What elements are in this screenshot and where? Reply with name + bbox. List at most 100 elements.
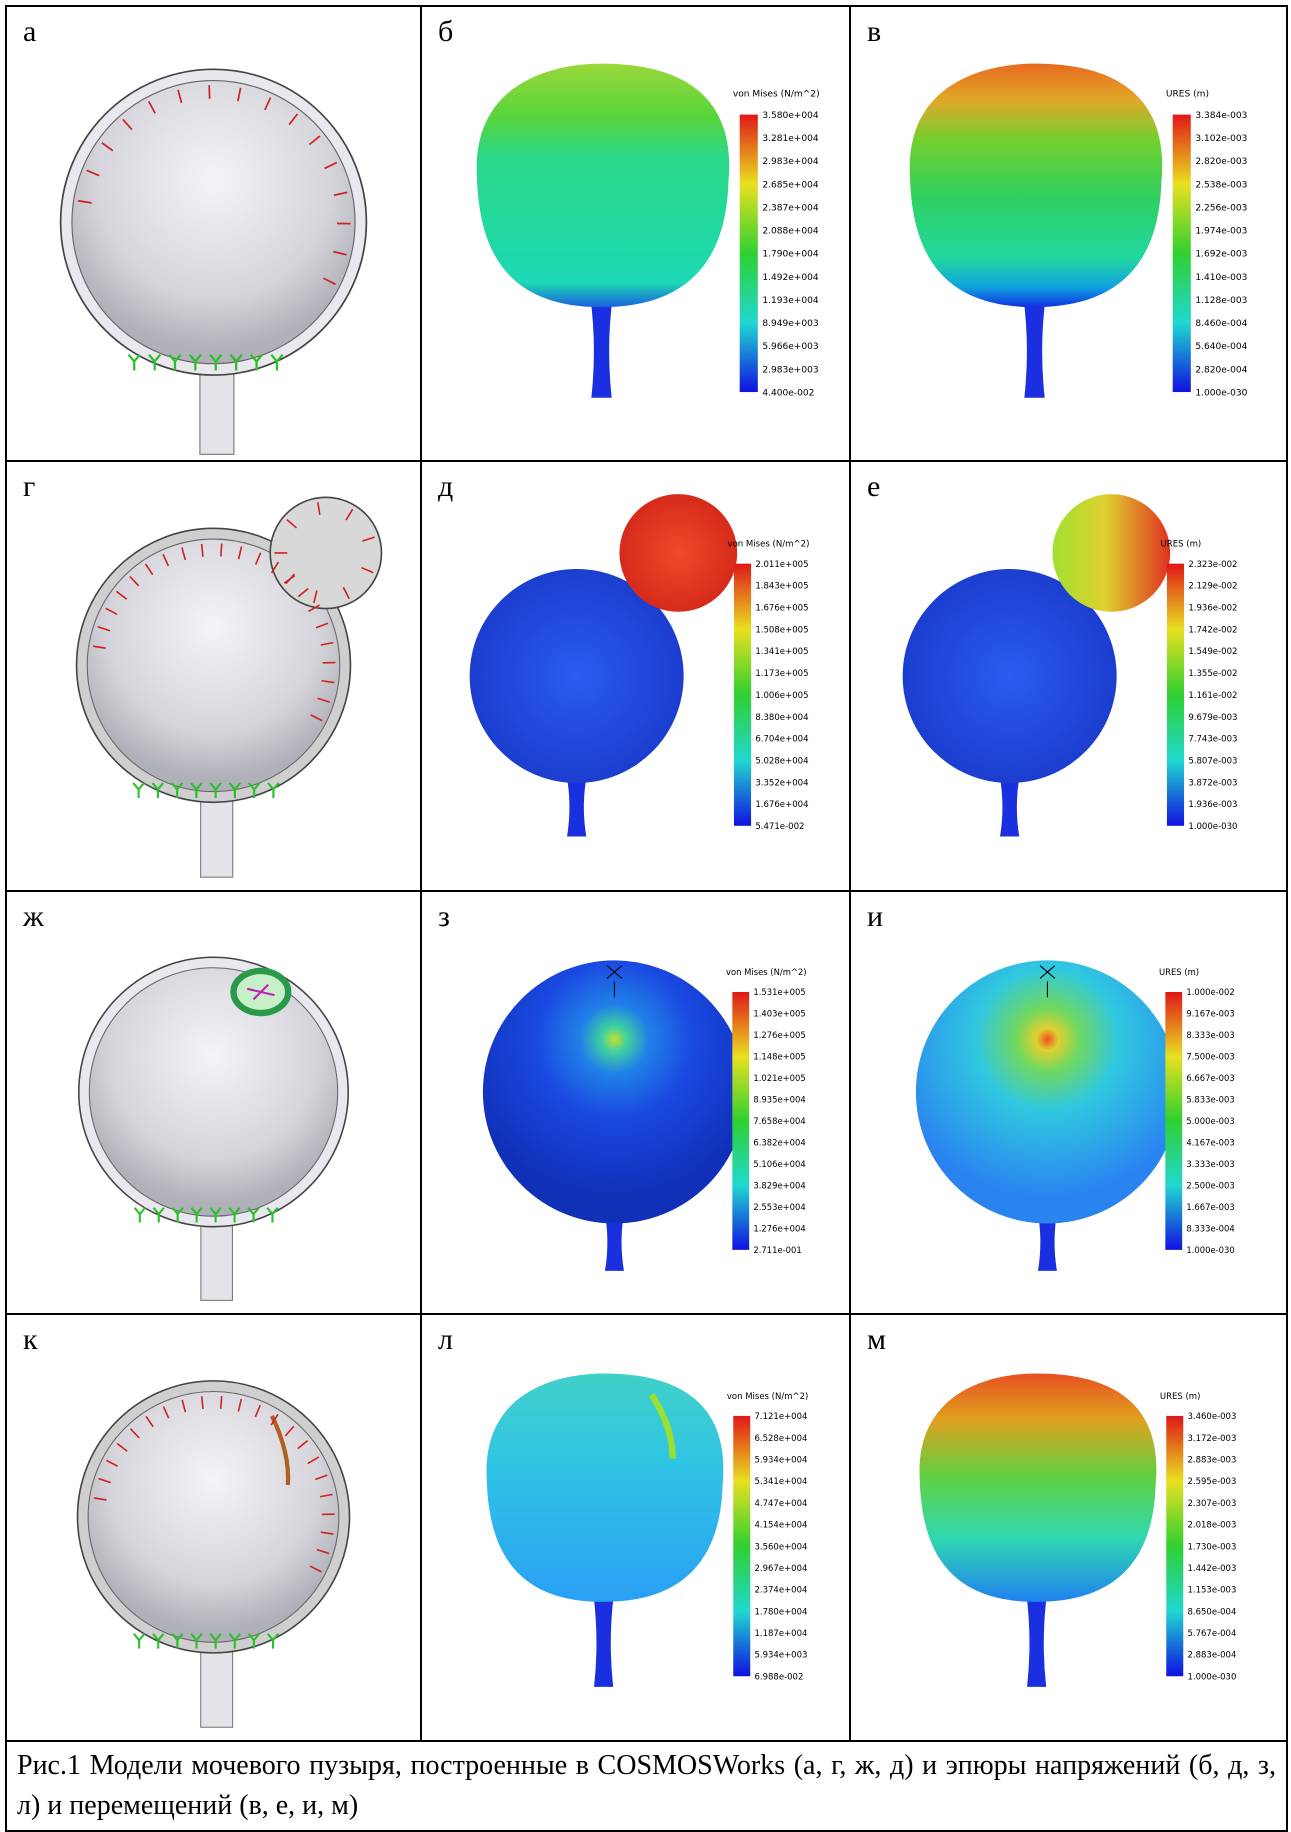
fixture: [133, 783, 144, 798]
legend-value: 7.121e+004: [755, 1412, 808, 1422]
legend-value: 3.352e+004: [755, 778, 808, 788]
legend-value: 1.508e+005: [755, 625, 808, 635]
legend-value: 1.000e-030: [1186, 1245, 1234, 1255]
legend-title: URES (m): [1160, 1392, 1201, 1402]
legend-value: 1.006e+005: [755, 691, 808, 701]
legend-value: 1.161e-002: [1188, 691, 1237, 701]
stem: [590, 296, 613, 398]
legend-value: 5.028e+004: [755, 756, 808, 766]
fixture: [134, 1634, 145, 1649]
colorbar: [1167, 564, 1184, 826]
stem: [593, 1591, 614, 1687]
legend-value: 4.400e-002: [762, 388, 814, 398]
legend-value: 2.323e-002: [1188, 560, 1237, 570]
legend-value: 8.333e-003: [1186, 1030, 1234, 1040]
legend-value: 2.500e-003: [1186, 1181, 1234, 1191]
panel: г: [6, 461, 421, 891]
legend-value: 1.173e+005: [755, 669, 808, 679]
legend-value: 2.129e-002: [1188, 582, 1237, 592]
panel: ж: [6, 891, 421, 1314]
legend-value: 7.500e-003: [1186, 1052, 1234, 1062]
legend-value: 3.829e+004: [753, 1181, 805, 1191]
load-arrow: [221, 544, 222, 557]
legend-value: 1.355e-002: [1188, 669, 1237, 679]
panel-image: [7, 892, 420, 1313]
stem: [1026, 1591, 1047, 1687]
legend-value: 1.974e-003: [1195, 227, 1247, 237]
legend-value: 2.256e-003: [1195, 203, 1247, 213]
panel-image: von Mises (N/m^2)1.531e+0051.403e+0051.2…: [422, 892, 849, 1313]
legend-value: 1.442e-003: [1188, 1564, 1237, 1574]
panel-image: [7, 1315, 420, 1740]
colorbar: [734, 564, 751, 826]
deformed-body: [919, 1373, 1156, 1601]
legend-value: 2.820e-004: [1195, 365, 1247, 375]
legend-value: 1.403e+005: [753, 1009, 805, 1019]
legend-value: 3.172e-003: [1188, 1434, 1237, 1444]
bladder-inner: [89, 968, 337, 1216]
sphere: [483, 960, 746, 1223]
legend-value: 2.538e-003: [1195, 180, 1247, 190]
legend-value: 1.021e+005: [753, 1073, 805, 1083]
panel-label: к: [23, 1323, 38, 1357]
legend-value: 8.650e-004: [1188, 1607, 1237, 1617]
legend-value: 8.935e+004: [753, 1095, 805, 1105]
panel-label: и: [867, 900, 883, 934]
legend-title: von Mises (N/m^2): [733, 89, 820, 99]
panel-label: ж: [23, 900, 44, 934]
bladder-inner: [88, 1392, 339, 1643]
legend-value: 8.333e-004: [1186, 1224, 1234, 1234]
legend-value: 5.640e-004: [1195, 342, 1247, 352]
legend-value: 1.276e+004: [753, 1224, 805, 1234]
legend-title: von Mises (N/m^2): [727, 1392, 808, 1402]
legend-value: 1.676e+004: [755, 800, 808, 810]
legend-value: 1.148e+005: [753, 1052, 805, 1062]
legend-value: 1.000e-002: [1186, 987, 1234, 997]
legend-value: 5.341e+004: [755, 1477, 808, 1487]
colorbar: [1166, 1416, 1183, 1676]
legend-value: 2.374e+004: [755, 1586, 808, 1596]
legend-value: 1.692e-003: [1195, 250, 1247, 260]
legend-value: 1.153e-003: [1188, 1586, 1237, 1596]
panel-image: URES (m)1.000e-0029.167e-0038.333e-0037.…: [851, 892, 1286, 1313]
legend-value: 1.187e+004: [755, 1629, 808, 1639]
colorbar: [1165, 992, 1182, 1250]
legend-value: 3.333e-003: [1186, 1159, 1234, 1169]
legend-value: 3.580e+004: [762, 111, 819, 121]
legend-value: 3.560e+004: [755, 1542, 808, 1552]
legend-value: 5.966e+003: [762, 342, 819, 352]
legend-value: 6.704e+004: [755, 735, 808, 745]
legend-value: 3.460e-003: [1188, 1412, 1237, 1422]
legend-value: 2.685e+004: [762, 180, 819, 190]
legend-value: 1.676e+005: [755, 604, 808, 614]
legend-value: 3.281e+004: [762, 134, 819, 144]
legend-value: 4.167e-003: [1186, 1138, 1234, 1148]
panel-label: г: [23, 470, 35, 504]
stem: [1023, 296, 1046, 398]
legend-value: 1.730e-003: [1188, 1542, 1237, 1552]
sphere: [916, 960, 1179, 1223]
legend-value: 7.658e+004: [753, 1116, 805, 1126]
legend-value: 6.528e+004: [755, 1434, 808, 1444]
caption: Рис.1 Модели мочевого пузыря, построенны…: [7, 1742, 1286, 1830]
legend-value: 2.883e-004: [1188, 1651, 1237, 1661]
legend-value: 1.276e+005: [753, 1030, 805, 1040]
panel-image: URES (m)3.460e-0033.172e-0032.883e-0032.…: [851, 1315, 1286, 1740]
legend-title: URES (m): [1166, 89, 1209, 99]
legend-value: 5.106e+004: [753, 1159, 805, 1169]
colorbar: [740, 115, 758, 392]
legend-value: 1.341e+005: [755, 647, 808, 657]
deformed-body: [910, 64, 1163, 307]
legend-value: 6.667e-003: [1186, 1073, 1234, 1083]
panel-image: [7, 7, 420, 460]
legend-value: 9.679e-003: [1188, 713, 1237, 723]
legend-value: 1.000e-030: [1188, 1672, 1237, 1682]
legend-value: 5.934e+004: [755, 1456, 808, 1466]
